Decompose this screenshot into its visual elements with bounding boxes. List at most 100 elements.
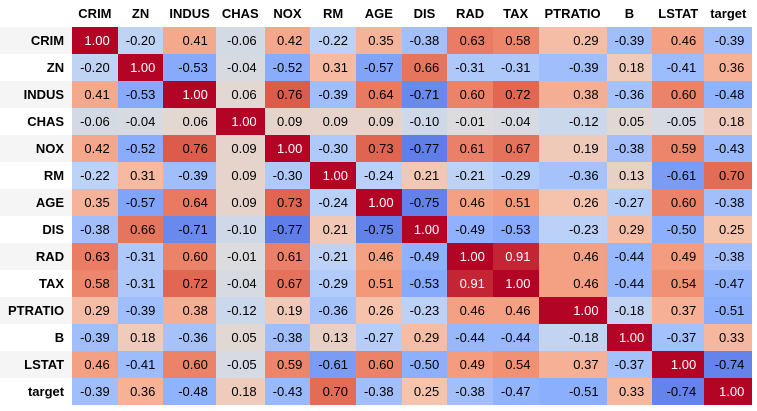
heatmap-cell: -0.71 (163, 216, 216, 243)
heatmap-cell: -0.27 (606, 189, 653, 216)
heatmap-cell: -0.44 (492, 324, 539, 351)
heatmap-cell: -0.50 (401, 351, 448, 378)
heatmap-cell: -0.23 (538, 216, 607, 243)
heatmap-cell: 0.13 (606, 162, 653, 189)
heatmap-cell: -0.74 (704, 351, 753, 378)
heatmap-row-tax: TAX 0.58 -0.31 0.72 -0.04 0.67 -0.29 0.51 -0.53 0… (0, 270, 753, 297)
heatmap-cell: 0.49 (447, 351, 493, 378)
heatmap-cell: -0.05 (652, 108, 705, 135)
heatmap-cell: -0.36 (163, 324, 216, 351)
heatmap-cell: -0.47 (492, 378, 539, 405)
heatmap-cell: -0.38 (704, 189, 753, 216)
heatmap-cell: -0.01 (447, 108, 493, 135)
heatmap-cell: -0.49 (401, 243, 448, 270)
heatmap-cell: 0.60 (163, 351, 216, 378)
heatmap-cell: 0.19 (538, 135, 607, 162)
heatmap-cell: -0.04 (492, 108, 539, 135)
heatmap-cell: -0.27 (355, 324, 402, 351)
heatmap-cell: 0.37 (652, 297, 705, 324)
heatmap-cell: -0.39 (310, 81, 356, 108)
corner-cell (0, 0, 73, 27)
heatmap-cell: 0.29 (538, 27, 607, 54)
heatmap-row-crim: CRIM 1.00 -0.20 0.41 -0.06 0.42 -0.22 0.35 -0.38… (0, 27, 753, 54)
heatmap-cell: -0.38 (401, 27, 448, 54)
heatmap-cell: 0.46 (538, 243, 607, 270)
heatmap-cell: -0.24 (355, 162, 402, 189)
heatmap-cell: 0.61 (264, 243, 311, 270)
heatmap-cell: 0.49 (652, 243, 705, 270)
heatmap-cell: -0.31 (492, 54, 539, 81)
heatmap-cell: -0.53 (163, 54, 216, 81)
heatmap-cell: 0.09 (215, 162, 265, 189)
heatmap-cell: 0.35 (355, 27, 402, 54)
heatmap-cell: 0.35 (72, 189, 118, 216)
column-header-rm: RM (310, 0, 356, 27)
heatmap-cell: 0.60 (652, 81, 705, 108)
heatmap-cell: 0.58 (492, 27, 539, 54)
heatmap-cell: -0.43 (264, 378, 311, 405)
heatmap-cell: 1.00 (163, 81, 216, 108)
row-header-nox: NOX (0, 135, 73, 162)
heatmap-cell: 0.37 (538, 351, 607, 378)
heatmap-cell: -0.75 (401, 189, 448, 216)
heatmap-cell: -0.06 (72, 108, 118, 135)
heatmap-cell: -0.29 (310, 270, 356, 297)
heatmap-cell: 1.00 (492, 270, 539, 297)
heatmap-cell: -0.52 (117, 135, 164, 162)
heatmap-cell: 0.42 (72, 135, 118, 162)
heatmap-cell: 0.91 (447, 270, 493, 297)
heatmap-row-indus: INDUS 0.41 -0.53 1.00 0.06 0.76 -0.39 0.64 -0.71… (0, 81, 753, 108)
heatmap-cell: 0.66 (401, 54, 448, 81)
heatmap-cell: 0.51 (355, 270, 402, 297)
heatmap-cell: 0.09 (355, 108, 402, 135)
heatmap-cell: 1.00 (355, 189, 402, 216)
column-header-dis: DIS (401, 0, 448, 27)
row-header-ptratio: PTRATIO (0, 297, 73, 324)
heatmap-cell: 0.46 (355, 243, 402, 270)
row-header-chas: CHAS (0, 108, 73, 135)
heatmap-cell: 0.58 (72, 270, 118, 297)
heatmap-cell: -0.39 (163, 162, 216, 189)
heatmap-cell: -0.53 (401, 270, 448, 297)
row-header-indus: INDUS (0, 81, 73, 108)
row-header-target: target (0, 378, 73, 405)
heatmap-cell: 0.73 (264, 189, 311, 216)
heatmap-cell: -0.44 (606, 243, 653, 270)
heatmap-cell: 0.38 (538, 81, 607, 108)
heatmap-cell: 0.41 (72, 81, 118, 108)
heatmap-row-dis: DIS -0.38 0.66 -0.71 -0.10 -0.77 0.21 -0.75 1.00… (0, 216, 753, 243)
heatmap-cell: -0.31 (117, 270, 164, 297)
heatmap-cell: 0.18 (117, 324, 164, 351)
row-header-tax: TAX (0, 270, 73, 297)
heatmap-cell: 0.09 (215, 135, 265, 162)
heatmap-cell: 1.00 (538, 297, 607, 324)
heatmap-cell: 0.33 (704, 324, 753, 351)
heatmap-cell: 0.36 (117, 378, 164, 405)
heatmap-cell: -0.36 (310, 297, 356, 324)
heatmap-cell: 0.46 (538, 270, 607, 297)
heatmap-cell: -0.38 (606, 135, 653, 162)
heatmap-cell: -0.38 (704, 243, 753, 270)
heatmap-cell: -0.50 (652, 216, 705, 243)
heatmap-cell: -0.44 (447, 324, 493, 351)
heatmap-cell: -0.74 (652, 378, 705, 405)
heatmap-cell: 1.00 (606, 324, 653, 351)
heatmap-cell: 1.00 (215, 108, 265, 135)
heatmap-cell: -0.39 (704, 27, 753, 54)
column-header-chas: CHAS (215, 0, 265, 27)
heatmap-cell: 0.46 (72, 351, 118, 378)
heatmap-cell: 0.06 (163, 108, 216, 135)
column-header-tax: TAX (492, 0, 539, 27)
heatmap-cell: 0.46 (492, 297, 539, 324)
heatmap-cell: 0.09 (264, 108, 311, 135)
heatmap-cell: 0.64 (355, 81, 402, 108)
heatmap-cell: -0.18 (606, 297, 653, 324)
heatmap-cell: 0.72 (492, 81, 539, 108)
column-header-ptratio: PTRATIO (538, 0, 607, 27)
heatmap-cell: -0.04 (215, 270, 265, 297)
heatmap-cell: -0.75 (355, 216, 402, 243)
column-header-target: target (704, 0, 753, 27)
heatmap-cell: -0.12 (215, 297, 265, 324)
heatmap-cell: -0.57 (355, 54, 402, 81)
heatmap-cell: -0.01 (215, 243, 265, 270)
